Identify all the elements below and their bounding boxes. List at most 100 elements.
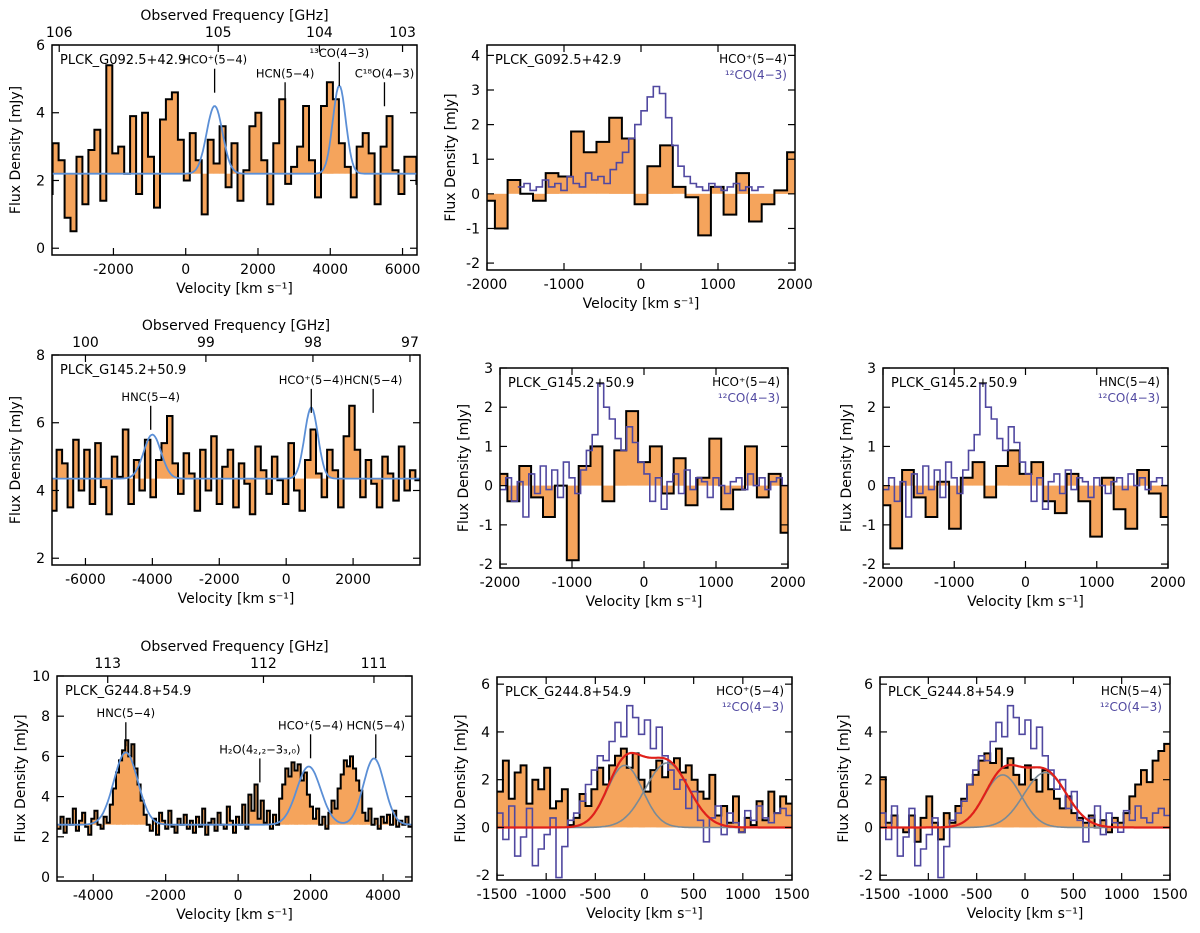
spectrum-bar bbox=[656, 760, 663, 828]
y-tick-label: -2 bbox=[476, 868, 490, 884]
spectrum-bar bbox=[297, 764, 302, 825]
source-name-label: PLCK_G244.8+54.9 bbox=[505, 685, 631, 700]
spectrum-bar bbox=[756, 485, 770, 498]
spectrum-bar bbox=[238, 463, 245, 479]
freq-axis-title: Observed Frequency [GHz] bbox=[140, 8, 328, 24]
spectrum-bar bbox=[955, 806, 962, 828]
x-tick-label: 2000 bbox=[777, 277, 813, 293]
spectrum-bar bbox=[167, 416, 173, 479]
spectrum-bar bbox=[609, 765, 616, 828]
spectrum-bar bbox=[142, 112, 149, 174]
y-tick-label: -1 bbox=[466, 221, 480, 237]
spectrum-bar bbox=[744, 817, 752, 828]
spectrum-bar bbox=[409, 470, 416, 479]
spectrum-bar bbox=[122, 750, 126, 825]
x-tick-label: 1000 bbox=[700, 277, 736, 293]
spectrum-bar bbox=[880, 777, 887, 828]
x-tick-label: 4000 bbox=[312, 262, 348, 278]
spectrum-bar bbox=[288, 776, 292, 825]
y-tick-label: 0 bbox=[481, 820, 490, 836]
x-tick-label: 2000 bbox=[335, 572, 371, 588]
spectrum-bar bbox=[1001, 767, 1008, 828]
y-tick-label: 2 bbox=[36, 551, 45, 567]
spectrum-bar bbox=[89, 478, 96, 504]
spectrum-bar bbox=[254, 784, 258, 825]
spectrum-bar bbox=[566, 485, 580, 561]
spectrum-bar bbox=[195, 160, 203, 174]
spectrum-bar bbox=[40, 470, 46, 479]
spectrum-bar bbox=[967, 784, 974, 828]
spectrum-bar bbox=[813, 177, 826, 194]
source-name-label: PLCK_G092.5+42.9 bbox=[60, 53, 186, 68]
spectrum-bar bbox=[139, 478, 146, 491]
x-tick-label: 0 bbox=[640, 887, 649, 903]
spectrum-bar bbox=[359, 790, 363, 825]
x-tick-label: -1000 bbox=[552, 575, 593, 591]
x-tick-label: 500 bbox=[1060, 887, 1087, 903]
spectrum-bar bbox=[1025, 765, 1032, 828]
spectrum-bar bbox=[134, 768, 138, 825]
spectrum-bar bbox=[1117, 822, 1124, 828]
x-tick-label: -1000 bbox=[908, 887, 949, 903]
y-tick-label: 3 bbox=[867, 361, 876, 377]
spectrum-bar bbox=[374, 173, 381, 205]
spectrum-bar bbox=[556, 801, 563, 828]
spectrum-bar bbox=[649, 446, 663, 486]
y-tick-label: 8 bbox=[36, 348, 45, 364]
spectrum-bar bbox=[647, 166, 661, 194]
x-tick-label: -1000 bbox=[544, 277, 585, 293]
y-axis-title: Flux Density [mJy] bbox=[8, 396, 24, 524]
spectrum-bar bbox=[1125, 485, 1138, 529]
y-tick-label: 3 bbox=[471, 83, 480, 99]
spectrum-bar bbox=[419, 139, 432, 194]
spectrum-bar bbox=[143, 814, 148, 825]
y-tick-label: 2 bbox=[484, 400, 493, 416]
spectrum-bar bbox=[249, 478, 256, 515]
spectrum-bar bbox=[380, 146, 387, 174]
y-tick-label: 4 bbox=[41, 790, 50, 806]
spectrum-bar bbox=[79, 820, 83, 825]
spectrum-bar bbox=[233, 824, 237, 833]
source-name-label: PLCK_G244.8+54.9 bbox=[888, 685, 1014, 700]
freq-tick-label: 112 bbox=[250, 656, 277, 672]
spectrum-bar bbox=[216, 478, 223, 504]
spectrum-bar bbox=[82, 812, 86, 825]
panel-plck-g145-hnc-vs-co: -2000 -1000 0 1000 2000 -2 -1 0 1 2 3 Velocity [km … bbox=[839, 361, 1186, 610]
spectrum-bar bbox=[374, 818, 379, 825]
spectrum-bar bbox=[768, 473, 781, 486]
y-tick-label: 0 bbox=[484, 479, 493, 495]
legend-entry: ¹²CO(4−3) bbox=[1100, 700, 1162, 714]
y-tick-label: 6 bbox=[481, 677, 490, 693]
spectrum-bar bbox=[128, 756, 132, 825]
spectrum-bar bbox=[1164, 743, 1170, 828]
spectrum-bar bbox=[328, 812, 332, 825]
spectrum-bar bbox=[943, 813, 950, 828]
y-tick-label: 10 bbox=[32, 669, 50, 685]
spectrum-bar bbox=[118, 146, 125, 174]
x-tick-label: -4000 bbox=[132, 572, 173, 588]
spectrum-bar bbox=[257, 818, 262, 825]
spectrum-bar bbox=[762, 820, 769, 828]
spectrum-bar bbox=[1152, 760, 1159, 828]
line-label: HCN(5−4) bbox=[344, 373, 403, 387]
y-tick-label: 0 bbox=[41, 870, 50, 886]
spectrum-bar bbox=[148, 156, 155, 174]
spectrum-bar bbox=[393, 810, 397, 825]
spectrum-bar bbox=[920, 817, 927, 828]
spectrum-bar bbox=[189, 473, 195, 479]
spectrum-bar bbox=[404, 478, 411, 491]
spectrum-bar bbox=[94, 129, 101, 174]
spectrum-bar bbox=[386, 116, 393, 174]
spectrum-bar bbox=[219, 126, 226, 174]
line-label: H₂O(4₂,₂−3₃,₀) bbox=[219, 742, 300, 756]
legend-entry: HCO⁺(5−4) bbox=[716, 684, 784, 698]
spectrum-bar bbox=[768, 791, 775, 828]
y-tick-label: -2 bbox=[859, 868, 873, 884]
freq-tick-label: 113 bbox=[94, 656, 121, 672]
spectrum-bar bbox=[94, 810, 98, 825]
spectrum-bar bbox=[590, 446, 603, 486]
x-tick-label: 1000 bbox=[725, 887, 761, 903]
spectrum-bar bbox=[638, 779, 645, 828]
spectrum-bar bbox=[165, 99, 173, 174]
